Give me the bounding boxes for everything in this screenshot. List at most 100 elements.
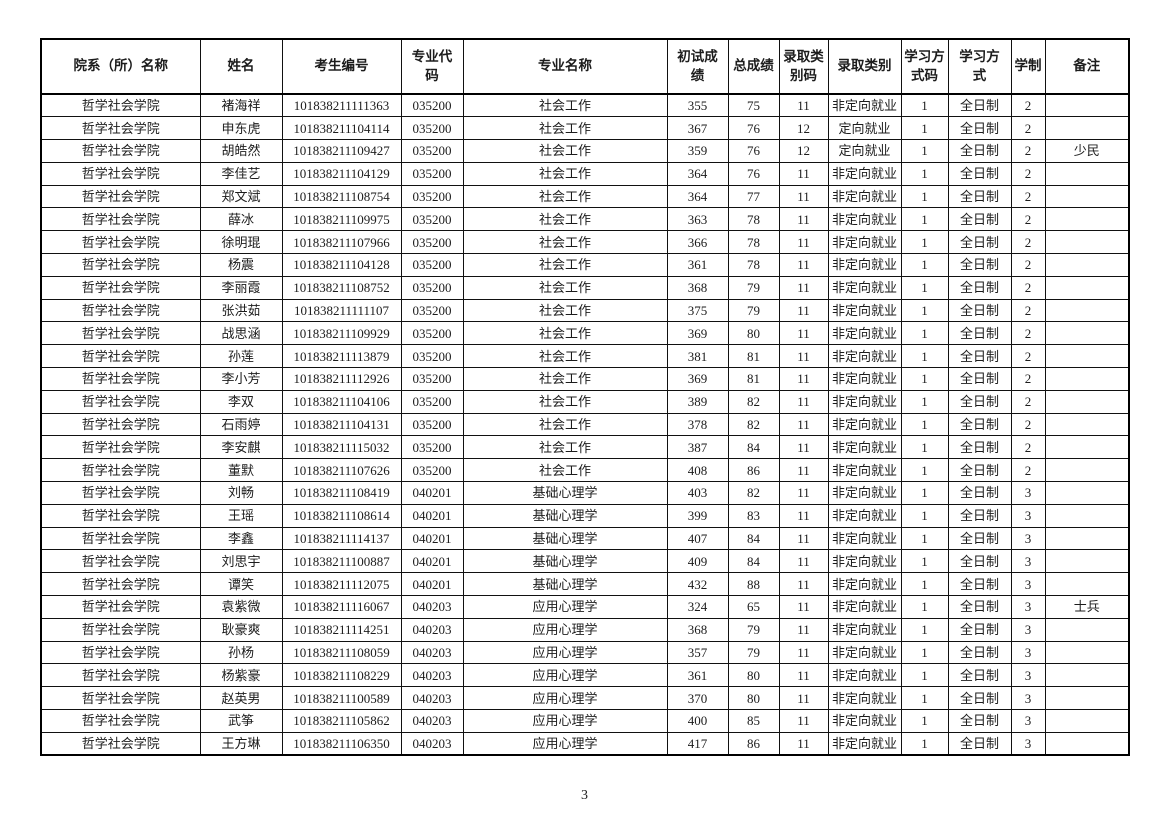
table-cell [1044,298,1130,323]
table-cell: 1 [900,686,949,711]
table-cell: 82 [727,389,780,414]
table-cell: 应用心理学 [462,617,668,642]
table-cell: 101838211109975 [281,207,402,232]
table-cell: 11 [778,731,829,756]
table-cell: 76 [727,139,780,163]
table-cell: 11 [778,207,829,232]
table-cell: 哲学社会学院 [40,640,201,665]
table-cell: 李小芳 [199,367,283,391]
table-cell: 全日制 [947,93,1012,118]
table-cell: 101838211100589 [281,686,402,711]
table-cell: 101838211108614 [281,503,402,528]
table-cell: 368 [666,275,729,300]
table-cell: 全日制 [947,435,1012,460]
table-cell: 李佳艺 [199,161,283,186]
table-cell: 3 [1010,572,1046,597]
table-cell: 035200 [400,161,464,186]
table-cell: 88 [727,572,780,597]
table-cell: 全日制 [947,344,1012,369]
table-cell [1044,161,1130,186]
column-header: 专业名称 [462,38,668,95]
table-cell: 3 [1010,481,1046,505]
table-cell: 全日制 [947,298,1012,323]
table-cell: 76 [727,116,780,141]
table-cell: 社会工作 [462,435,668,460]
table-cell: 11 [778,161,829,186]
table-cell: 全日制 [947,709,1012,733]
table-row: 哲学社会学院 董默 101838211107626 035200 社会工作 408 86 11… [40,458,1130,483]
table-cell: 82 [727,412,780,437]
column-header: 总成绩 [727,38,780,95]
table-cell: 社会工作 [462,458,668,483]
table-cell: 全日制 [947,389,1012,414]
table-cell: 11 [778,230,829,255]
table-cell: 366 [666,230,729,255]
table-cell: 1 [900,595,949,619]
table-cell: 035200 [400,389,464,414]
table-cell: 孙莲 [199,344,283,369]
table-cell: 1 [900,298,949,323]
table-cell: 80 [727,686,780,711]
table-cell: 哲学社会学院 [40,389,201,414]
table-cell: 407 [666,526,729,551]
table-cell: 432 [666,572,729,597]
table-cell: 非定向就业 [827,230,902,255]
table-cell: 社会工作 [462,93,668,118]
table-cell: 11 [778,458,829,483]
table-cell: 035200 [400,93,464,118]
table-cell: 369 [666,321,729,346]
table-cell: 哲学社会学院 [40,139,201,163]
table-cell: 83 [727,503,780,528]
table-cell: 哲学社会学院 [40,367,201,391]
table-cell: 应用心理学 [462,731,668,756]
table-cell: 035200 [400,230,464,255]
table-cell: 1 [900,481,949,505]
table-cell: 101838211107966 [281,230,402,255]
table-cell: 哲学社会学院 [40,458,201,483]
table-row: 哲学社会学院 褚海祥 101838211111363 035200 社会工作 355 75 1… [40,93,1130,118]
table-cell: 应用心理学 [462,686,668,711]
table-cell: 非定向就业 [827,617,902,642]
table-cell: 035200 [400,207,464,232]
table-cell: 刘思宇 [199,549,283,574]
table-cell: 哲学社会学院 [40,161,201,186]
table-cell [1044,731,1130,756]
table-cell: 101838211112075 [281,572,402,597]
table-cell: 1 [900,549,949,574]
table-row: 哲学社会学院 李小芳 101838211112926 035200 社会工作 369 81 1… [40,367,1130,391]
table-cell: 非定向就业 [827,686,902,711]
table-cell: 哲学社会学院 [40,595,201,619]
table-cell: 全日制 [947,184,1012,209]
table-row: 哲学社会学院 赵英男 101838211100589 040203 应用心理学 370 80… [40,686,1130,711]
table-cell [1044,640,1130,665]
table-cell: 1 [900,207,949,232]
table-cell: 董默 [199,458,283,483]
table-cell: 11 [778,595,829,619]
table-cell: 1 [900,367,949,391]
table-cell: 1 [900,344,949,369]
table-cell: 非定向就业 [827,709,902,733]
table-cell: 社会工作 [462,116,668,141]
table-row: 哲学社会学院 王方琳 101838211106350 040203 应用心理学 417 86… [40,731,1130,756]
table-cell: 84 [727,549,780,574]
table-cell: 3 [1010,640,1046,665]
table-cell: 3 [1010,709,1046,733]
table-cell [1044,458,1130,483]
table-cell: 哲学社会学院 [40,298,201,323]
table-cell: 79 [727,617,780,642]
table-row: 哲学社会学院 杨震 101838211104128 035200 社会工作 361 78 11… [40,253,1130,277]
table-cell: 409 [666,549,729,574]
table-cell: 哲学社会学院 [40,275,201,300]
table-cell: 78 [727,207,780,232]
table-cell [1044,617,1130,642]
table-cell: 李鑫 [199,526,283,551]
table-cell: 357 [666,640,729,665]
table-cell: 11 [778,686,829,711]
table-cell: 1 [900,640,949,665]
table-cell: 王瑶 [199,503,283,528]
table-cell: 1 [900,572,949,597]
table-cell: 社会工作 [462,321,668,346]
table-row: 哲学社会学院 杨紫豪 101838211108229 040203 应用心理学 361 80… [40,663,1130,688]
table-cell: 040203 [400,595,464,619]
table-cell: 社会工作 [462,412,668,437]
